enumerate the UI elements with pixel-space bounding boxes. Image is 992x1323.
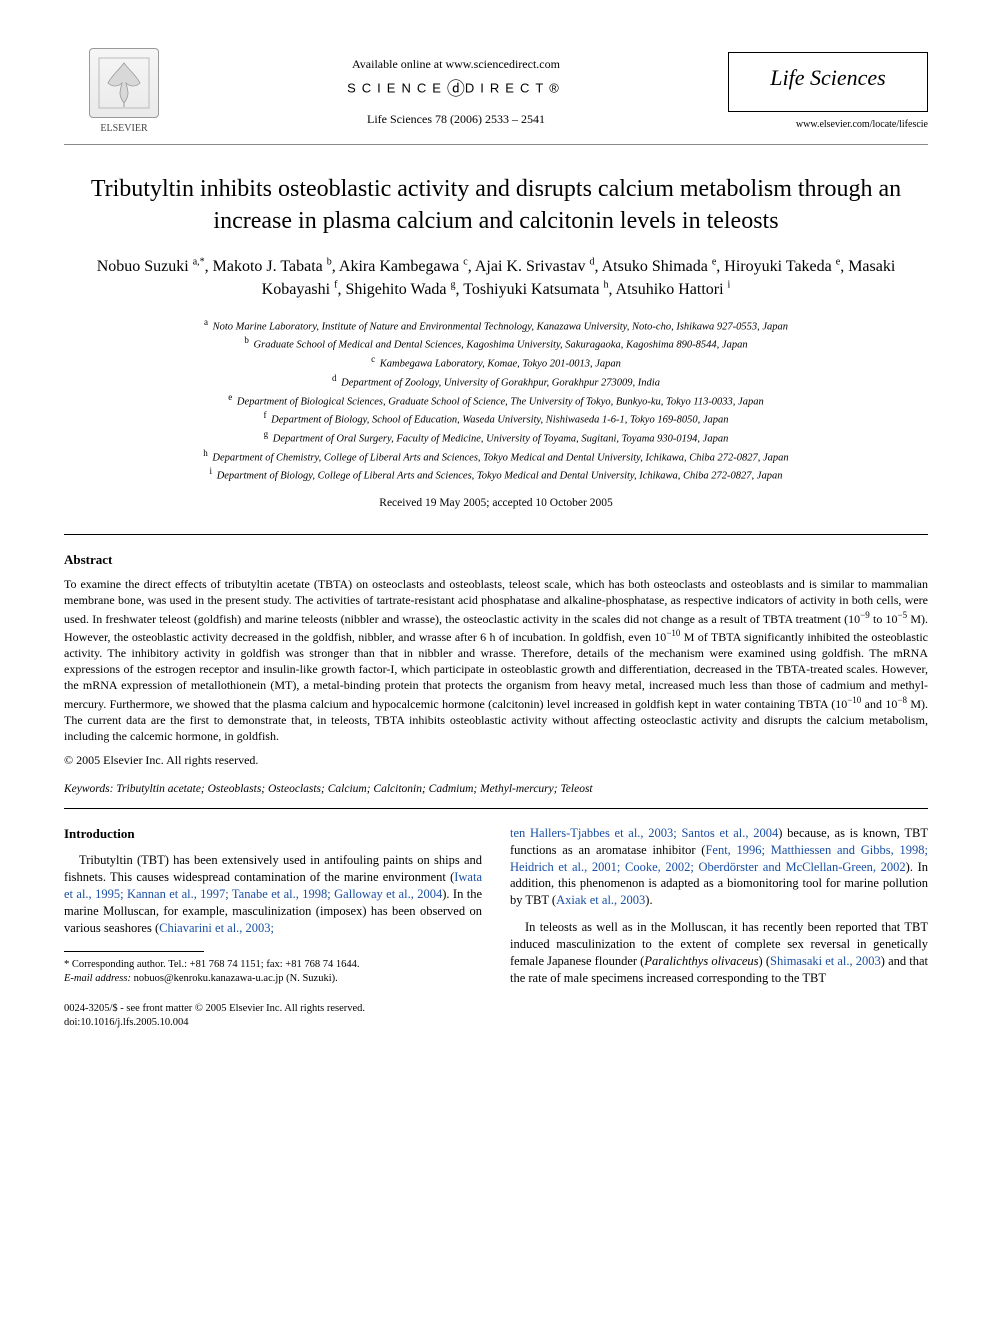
journal-name: Life Sciences <box>737 63 919 105</box>
column-left: Introduction Tributyltin (TBT) has been … <box>64 825 482 1031</box>
divider <box>64 534 928 535</box>
elsevier-tree-icon <box>89 48 159 118</box>
doi-block: 0024-3205/$ - see front matter © 2005 El… <box>64 1002 482 1030</box>
body-columns: Introduction Tributyltin (TBT) has been … <box>64 825 928 1031</box>
affiliation-item: b Graduate School of Medical and Dental … <box>64 334 928 353</box>
affiliation-item: d Department of Zoology, University of G… <box>64 372 928 391</box>
affiliations: a Noto Marine Laboratory, Institute of N… <box>64 316 928 484</box>
keywords-values: Tributyltin acetate; Osteoblasts; Osteoc… <box>116 783 592 795</box>
introduction-heading: Introduction <box>64 825 482 843</box>
abstract-heading: Abstract <box>64 551 928 569</box>
email-line: E-mail address: nobuos@kenroku.kanazawa-… <box>64 972 482 986</box>
journal-header: ELSEVIER Available online at www.science… <box>64 48 928 145</box>
intro-paragraph-2a: ten Hallers-Tjabbes et al., 2003; Santos… <box>510 825 928 909</box>
journal-box: Life Sciences www.elsevier.com/locate/li… <box>728 52 928 131</box>
divider <box>64 808 928 809</box>
affiliation-item: e Department of Biological Sciences, Gra… <box>64 391 928 410</box>
abstract-body: To examine the direct effects of tributy… <box>64 576 928 744</box>
front-matter-line: 0024-3205/$ - see front matter © 2005 El… <box>64 1002 482 1016</box>
author-list: Nobuo Suzuki a,*, Makoto J. Tabata b, Ak… <box>64 255 928 301</box>
corresponding-author: * Corresponding author. Tel.: +81 768 74… <box>64 958 482 972</box>
keywords-label: Keywords: <box>64 783 113 795</box>
sciencedirect-mark: SCIENCEⓓDIRECT® <box>200 77 712 101</box>
publisher-name: ELSEVIER <box>100 122 147 136</box>
affiliation-item: a Noto Marine Laboratory, Institute of N… <box>64 316 928 335</box>
email-label: E-mail address: <box>64 973 131 984</box>
sd-glyph-icon: ⓓ <box>447 79 465 99</box>
email-value: nobuos@kenroku.kanazawa-u.ac.jp (N. Suzu… <box>134 973 338 984</box>
available-online-text: Available online at www.sciencedirect.co… <box>200 56 712 72</box>
affiliation-item: i Department of Biology, College of Libe… <box>64 465 928 484</box>
keywords-line: Keywords: Tributyltin acetate; Osteoblas… <box>64 782 928 798</box>
affiliation-item: f Department of Biology, School of Educa… <box>64 409 928 428</box>
footnote-divider <box>64 951 204 952</box>
article-dates: Received 19 May 2005; accepted 10 Octobe… <box>64 496 928 512</box>
intro-paragraph-1: Tributyltin (TBT) has been extensively u… <box>64 852 482 936</box>
journal-url: www.elsevier.com/locate/lifescie <box>728 118 928 132</box>
affiliation-item: h Department of Chemistry, College of Li… <box>64 447 928 466</box>
header-center: Available online at www.sciencedirect.co… <box>200 56 712 127</box>
column-right: ten Hallers-Tjabbes et al., 2003; Santos… <box>510 825 928 1031</box>
footnotes: * Corresponding author. Tel.: +81 768 74… <box>64 958 482 986</box>
doi-value: doi:10.1016/j.lfs.2005.10.004 <box>64 1016 482 1030</box>
article-title: Tributyltin inhibits osteoblastic activi… <box>64 173 928 238</box>
affiliation-item: c Kambegawa Laboratory, Komae, Tokyo 201… <box>64 353 928 372</box>
copyright-line: © 2005 Elsevier Inc. All rights reserved… <box>64 752 928 768</box>
publisher-logo: ELSEVIER <box>64 48 184 136</box>
journal-reference: Life Sciences 78 (2006) 2533 – 2541 <box>200 111 712 127</box>
affiliation-item: g Department of Oral Surgery, Faculty of… <box>64 428 928 447</box>
intro-paragraph-2b: In teleosts as well as in the Molluscan,… <box>510 919 928 987</box>
